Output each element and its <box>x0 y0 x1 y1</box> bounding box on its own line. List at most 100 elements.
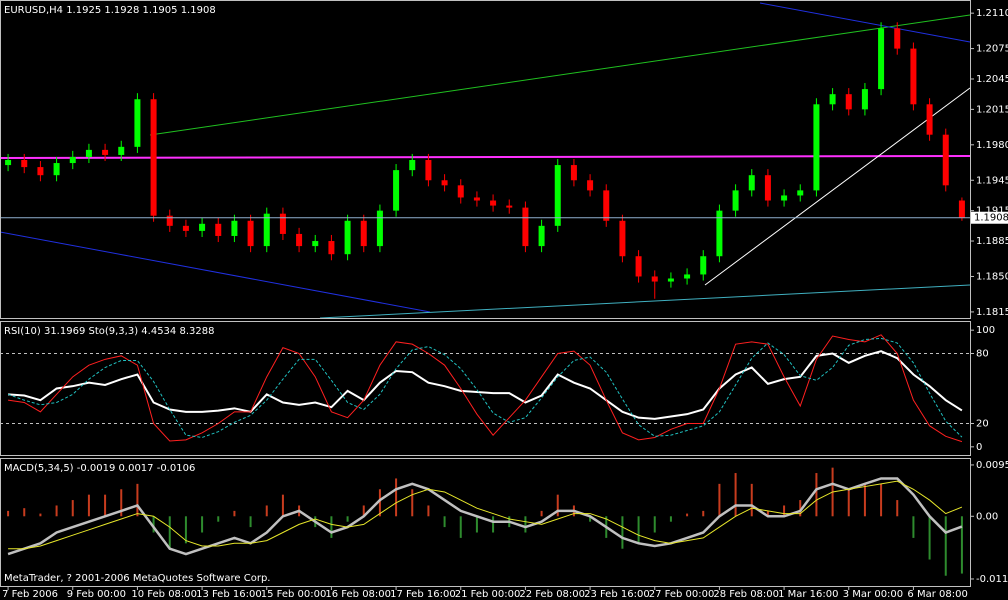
x-tick-label: 27 Feb 00:00 <box>649 589 715 600</box>
histogram-bar <box>362 505 365 517</box>
y-tick-label: 1.2075 <box>976 44 1008 55</box>
histogram-bar <box>87 494 90 517</box>
y-tick-label: 1.1885 <box>976 236 1008 247</box>
candle-body <box>215 223 222 236</box>
candle-body <box>797 190 804 196</box>
histogram-bar <box>168 516 171 549</box>
candle-body <box>942 134 949 186</box>
trendline <box>704 87 971 286</box>
x-tick-label: 7 Feb 2006 <box>2 589 58 600</box>
candle-body <box>134 99 141 147</box>
last-price-box <box>971 211 1008 224</box>
y-tick-label: 80 <box>976 349 989 360</box>
histogram-bar <box>880 483 883 517</box>
histogram-bar <box>863 483 866 517</box>
candle-body <box>53 163 60 176</box>
histogram-bar <box>39 513 42 517</box>
histogram-bar <box>524 516 527 533</box>
histogram-bar <box>427 505 430 517</box>
indicator-line <box>8 350 963 420</box>
y-tick-label: 1.2015 <box>976 104 1008 115</box>
candle-body <box>279 213 286 234</box>
x-tick-label: 28 Feb 08:00 <box>713 589 779 600</box>
y-tick-label: 1.1945 <box>976 175 1008 186</box>
candle-body <box>344 220 351 255</box>
x-tick-label: 21 Feb 00:00 <box>455 589 521 600</box>
histogram-bar <box>686 513 689 517</box>
candle-body <box>473 197 480 201</box>
candle-body <box>538 225 545 247</box>
candle-body <box>85 149 92 157</box>
x-tick-label: 3 Mar 00:00 <box>843 589 903 600</box>
histogram-bar <box>556 494 559 517</box>
histogram-bar <box>718 483 721 517</box>
histogram-bar <box>669 516 672 522</box>
y-tick-label: 0 <box>976 442 982 453</box>
candle-body <box>490 200 497 206</box>
y-tick-label: 0.00 <box>976 511 998 522</box>
footer: MetaTrader, ? 2001-2006 MetaQuotes Softw… <box>4 573 270 584</box>
histogram-bar <box>896 500 899 517</box>
candle-body <box>587 180 594 191</box>
indicator-line <box>8 480 963 550</box>
candle-body <box>393 170 400 211</box>
x-tick-label: 15 Feb 00:00 <box>261 589 327 600</box>
histogram-bar <box>330 516 333 538</box>
x-tick-label: 17 Feb 16:00 <box>390 589 456 600</box>
y-tick-label: 0.0095 <box>976 460 1008 471</box>
histogram-bar <box>184 516 187 544</box>
y-tick-label: 100 <box>976 325 995 336</box>
histogram-bar <box>281 494 284 517</box>
histogram-bar <box>152 516 155 533</box>
candle-body <box>845 94 852 110</box>
candle-body <box>312 241 319 247</box>
histogram-bar <box>120 489 123 517</box>
panel-frames <box>0 0 971 587</box>
candle-body <box>182 225 189 231</box>
histogram-bar <box>71 500 74 517</box>
candle-body <box>441 180 448 186</box>
labels: 7 Feb 2006 9 Feb 00:00 10 Feb 08:00 13 Feb … <box>2 5 1008 600</box>
candle-body <box>21 160 28 168</box>
candle-body <box>910 48 917 105</box>
y-tick-label: 1.2110 <box>976 8 1008 19</box>
candle-body <box>360 220 367 247</box>
y-tick-label: -0.0116 <box>976 574 1008 585</box>
histogram-bar <box>540 510 543 517</box>
candle-body <box>861 89 868 110</box>
histogram-bar <box>734 473 737 517</box>
candle-body <box>102 149 109 155</box>
candle-body <box>376 210 383 247</box>
histogram-bar <box>411 489 414 517</box>
x-tick-label: 23 Feb 16:00 <box>584 589 650 600</box>
trendline <box>0 231 431 313</box>
candle-body <box>5 160 12 166</box>
histogram-bar <box>346 516 349 522</box>
candle-body <box>781 195 788 201</box>
histogram-bar <box>443 516 446 528</box>
candle-body <box>926 104 933 135</box>
indicator-line <box>7 477 963 556</box>
candle-body <box>619 220 626 257</box>
histogram-bar <box>589 516 592 522</box>
macd-panel-frame <box>0 458 971 587</box>
panel-title: EURUSD,H4 1.1925 1.1928 1.1905 1.1908 <box>4 5 216 16</box>
candle-body <box>247 220 254 247</box>
x-tick-label: 9 Feb 00:00 <box>67 589 126 600</box>
candle-body <box>263 213 270 247</box>
histogram-bar <box>750 483 753 517</box>
candle-body <box>37 167 44 176</box>
x-tick-label: 10 Feb 08:00 <box>131 589 197 600</box>
histogram-bar <box>395 478 398 517</box>
histogram-bar <box>766 510 769 517</box>
candle-body <box>328 241 335 255</box>
histogram-bar <box>7 510 10 517</box>
histogram-bar <box>637 516 640 544</box>
candle-body <box>829 94 836 105</box>
candle-body <box>554 165 561 226</box>
histogram-bar <box>847 489 850 517</box>
candle-body <box>522 207 529 247</box>
histogram-bar <box>960 516 963 574</box>
candle-body <box>69 156 76 164</box>
